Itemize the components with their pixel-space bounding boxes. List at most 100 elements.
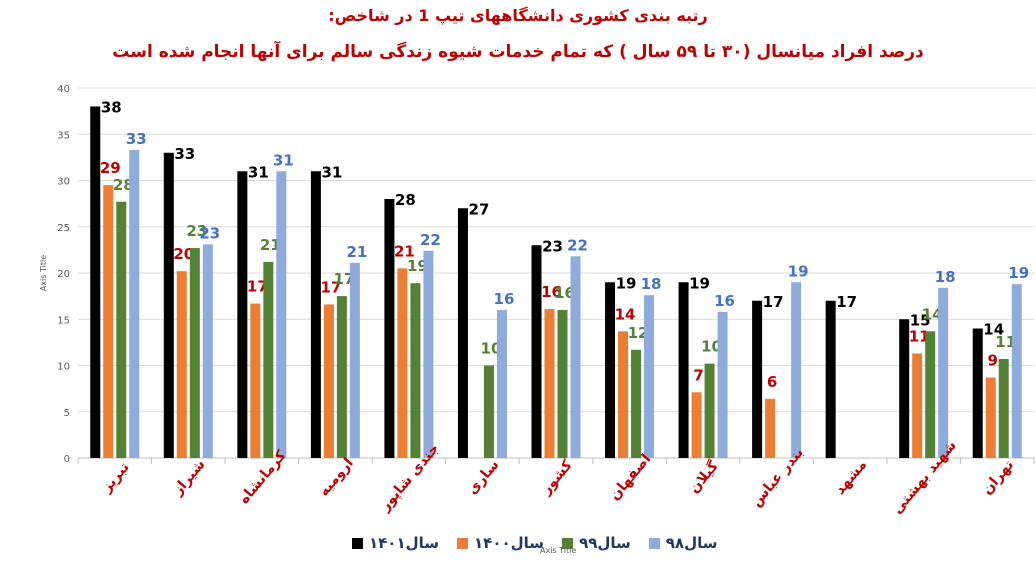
legend-label: سال۹۹ xyxy=(579,534,631,552)
bar xyxy=(691,392,702,458)
data-label: 16 xyxy=(714,292,735,310)
data-label: 14 xyxy=(615,305,636,323)
y-tick-label: 20 xyxy=(57,269,70,280)
bar xyxy=(410,283,421,458)
bar xyxy=(483,365,494,458)
bar xyxy=(531,245,542,458)
bar xyxy=(605,282,616,458)
data-label: 6 xyxy=(767,373,777,391)
data-label: 21 xyxy=(260,236,281,254)
bar xyxy=(423,250,434,458)
data-label: 15 xyxy=(910,311,931,329)
bar xyxy=(618,331,629,458)
legend-item: سال۱۴۰۱ xyxy=(352,534,439,552)
bar xyxy=(336,296,347,458)
y-tick-label: 25 xyxy=(57,223,70,234)
data-label: 18 xyxy=(641,275,662,293)
bar xyxy=(202,244,213,458)
bar xyxy=(457,208,468,458)
data-label: 22 xyxy=(567,236,588,254)
y-tick-label: 35 xyxy=(57,130,70,141)
bar xyxy=(1011,284,1022,458)
bar xyxy=(972,328,983,458)
data-label: 19 xyxy=(616,274,637,292)
data-label: 23 xyxy=(186,222,207,240)
x-axis-title: Axis Title xyxy=(540,546,577,555)
legend-item: سال۹۹ xyxy=(562,534,631,552)
data-label: 12 xyxy=(628,324,649,342)
bar xyxy=(129,149,140,458)
data-label: 31 xyxy=(248,163,269,181)
bar xyxy=(925,331,936,458)
x-tick-label: تبریز xyxy=(98,459,133,496)
legend-label: سال۹۸ xyxy=(665,534,718,552)
data-label: 18 xyxy=(935,268,956,286)
bar xyxy=(276,171,287,458)
bar xyxy=(189,248,200,458)
bar xyxy=(570,256,581,458)
data-label: 21 xyxy=(346,243,367,261)
bar xyxy=(384,199,395,458)
bar xyxy=(825,300,836,458)
data-label: 33 xyxy=(126,130,147,148)
legend-item: سال۹۸ xyxy=(648,534,718,552)
bar xyxy=(717,311,728,458)
legend-label: سال۱۴۰۰ xyxy=(474,534,545,552)
data-label: 19 xyxy=(1008,264,1029,282)
y-tick-label: 5 xyxy=(64,408,70,419)
bar xyxy=(765,398,776,458)
x-tick-label: شیراز xyxy=(169,457,208,500)
legend-swatch xyxy=(352,537,363,549)
bar xyxy=(752,300,763,458)
x-tick-label: ساری xyxy=(464,457,502,498)
bar xyxy=(163,152,174,458)
data-label: 23 xyxy=(542,237,563,255)
bar xyxy=(176,271,187,458)
data-label: 19 xyxy=(788,262,809,280)
data-label: 22 xyxy=(420,231,441,249)
data-label: 31 xyxy=(273,151,294,169)
bar xyxy=(998,359,1009,458)
bar xyxy=(263,261,274,458)
bar xyxy=(912,353,923,458)
x-tick-label: ارومیه xyxy=(316,455,357,499)
data-label: 17 xyxy=(320,278,341,296)
data-label: 14 xyxy=(922,305,943,323)
data-label: 17 xyxy=(836,293,857,311)
y-tick-label: 30 xyxy=(57,177,70,188)
x-tick-label: گیلان xyxy=(685,457,722,496)
data-label: 27 xyxy=(469,200,490,218)
data-label: 7 xyxy=(693,366,703,384)
bar xyxy=(985,377,996,458)
bar xyxy=(237,171,248,458)
bar xyxy=(704,363,715,458)
bar xyxy=(644,295,655,458)
y-tick-label: 0 xyxy=(64,454,70,465)
chart-subtitle: درصد افراد میانسال (۳۰ تا ۵۹ سال ) که تم… xyxy=(112,42,924,62)
data-label: 19 xyxy=(407,257,428,275)
x-tick-label: مشهد xyxy=(832,457,870,498)
bar xyxy=(116,201,127,458)
legend-swatch xyxy=(648,537,660,549)
data-label: 38 xyxy=(101,99,122,117)
bar xyxy=(631,349,642,458)
x-tick-label: تهران xyxy=(979,457,1017,498)
legend-label: سال۱۴۰۱ xyxy=(369,534,440,552)
data-label: 21 xyxy=(394,242,415,260)
data-label: 28 xyxy=(395,191,416,209)
bar xyxy=(899,319,910,458)
legend-swatch xyxy=(562,537,574,549)
data-label: 29 xyxy=(100,159,121,177)
data-label: 33 xyxy=(174,145,195,163)
x-tick-label: اصفهان xyxy=(607,451,655,503)
data-label: 23 xyxy=(199,224,220,242)
bar xyxy=(90,106,101,458)
bar xyxy=(250,303,261,458)
data-label: 16 xyxy=(494,290,515,308)
x-tick-label: کشور xyxy=(538,457,577,499)
data-label: 17 xyxy=(763,293,784,311)
y-tick-label: 40 xyxy=(57,84,70,95)
bar xyxy=(310,171,321,458)
bar xyxy=(349,262,360,458)
